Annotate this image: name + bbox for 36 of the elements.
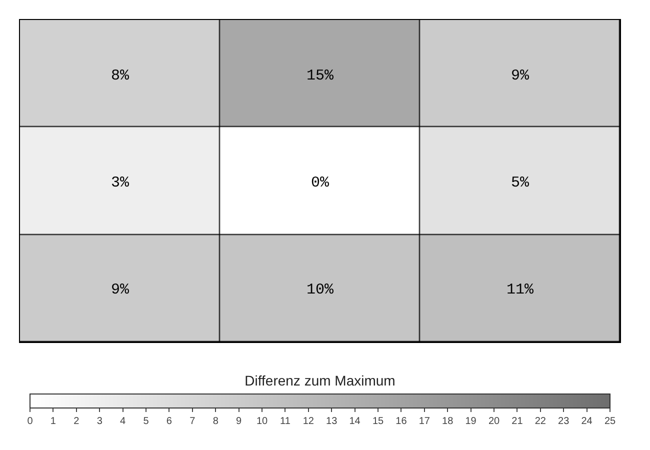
color-bar-label: 9 [236, 416, 242, 427]
color-bar-label: 18 [442, 416, 454, 427]
color-bar-label: 21 [512, 416, 524, 427]
color-bar-label: 20 [488, 416, 500, 427]
color-bar-label: 5 [143, 416, 150, 427]
color-bar-label: 12 [302, 416, 314, 427]
color-bar-title: Differenz zum Maximum [244, 372, 396, 389]
color-bar-label: 4 [120, 416, 126, 427]
color-bar-label: 2 [74, 416, 80, 427]
color-bar-label: 14 [349, 416, 361, 427]
color-bar-label: 7 [190, 416, 196, 427]
data-label: 10% [306, 281, 334, 298]
data-label: 5% [510, 174, 530, 192]
color-bar-label: 6 [166, 416, 172, 427]
data-label: 15% [306, 67, 334, 84]
data-label: 9% [510, 67, 530, 84]
data-label: 9% [110, 281, 130, 298]
color-bar-label: 23 [558, 416, 570, 427]
color-bar-label: 15 [372, 416, 384, 427]
color-bar-label: 22 [534, 416, 546, 427]
color-bar-label: 13 [326, 416, 338, 427]
color-bar-label: 8 [212, 416, 219, 427]
color-bar-label: 19 [465, 416, 477, 427]
color-bar-label: 25 [604, 416, 616, 427]
color-bar-label: 10 [256, 416, 268, 427]
color-bar-label: 11 [280, 416, 291, 427]
color-bar-label: 17 [418, 416, 430, 427]
color-bar-label: 24 [581, 416, 593, 427]
color-bar-label: 16 [396, 416, 408, 427]
data-label: 3% [110, 174, 130, 192]
data-label: 11% [506, 281, 534, 298]
color-bar-label: 1 [50, 416, 56, 427]
data-label: 0% [310, 174, 330, 192]
color-bar-label: 3 [96, 416, 103, 427]
color-bar-label: 0 [27, 416, 34, 427]
data-label: 8% [110, 67, 130, 84]
